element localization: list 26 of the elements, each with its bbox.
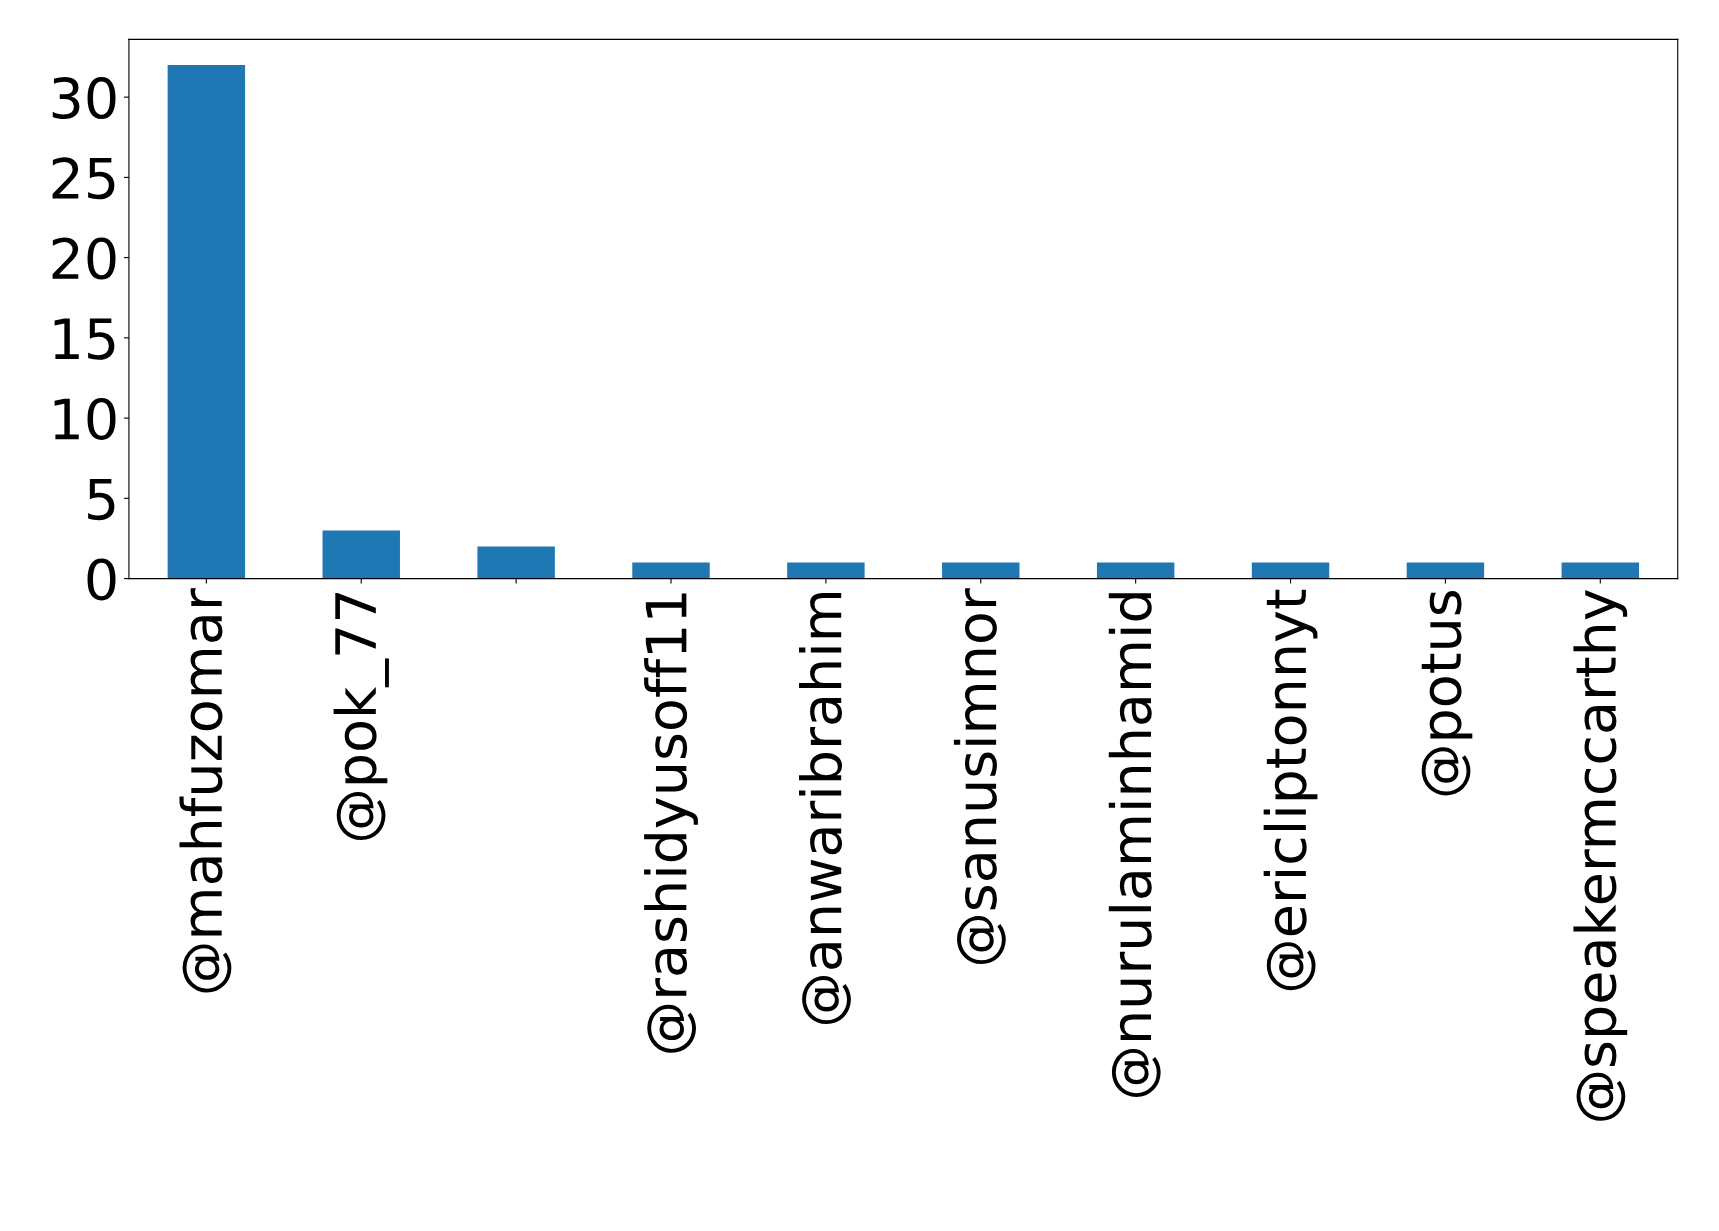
x-tick-label: @pok_77 <box>333 593 389 841</box>
bar <box>1406 562 1485 579</box>
bar <box>787 562 865 579</box>
y-tick-label: 20 <box>52 237 116 280</box>
bar <box>1561 562 1640 579</box>
bar <box>632 562 710 579</box>
y-tick-label: 10 <box>54 397 116 440</box>
bar <box>1251 562 1330 579</box>
bar <box>942 562 1020 579</box>
y-tick-label: 30 <box>52 77 116 120</box>
x-tick-label: @potus <box>1421 591 1473 796</box>
x-tick-label: @speakermccarthy <box>1573 589 1628 1121</box>
x-tick-label: @rashidyusoff11 <box>644 593 698 1053</box>
bar <box>477 546 555 579</box>
bar <box>1096 562 1175 579</box>
y-tick-label: 15 <box>54 318 115 360</box>
x-tick-label: @ericliptonnyt <box>1263 589 1318 991</box>
x-tick-label: @nurulaminhamid <box>1108 593 1161 1097</box>
bar <box>167 65 246 579</box>
y-tick-label: 0 <box>87 558 116 601</box>
y-tick-label: 5 <box>88 478 115 521</box>
x-tick-label: @sanusimnor <box>953 588 1006 965</box>
y-tick-label: 25 <box>52 157 115 200</box>
bar <box>322 530 400 579</box>
x-tick-label: @mahfuzomar <box>179 588 232 993</box>
x-tick-label: @anwaribrahim <box>799 593 851 1025</box>
